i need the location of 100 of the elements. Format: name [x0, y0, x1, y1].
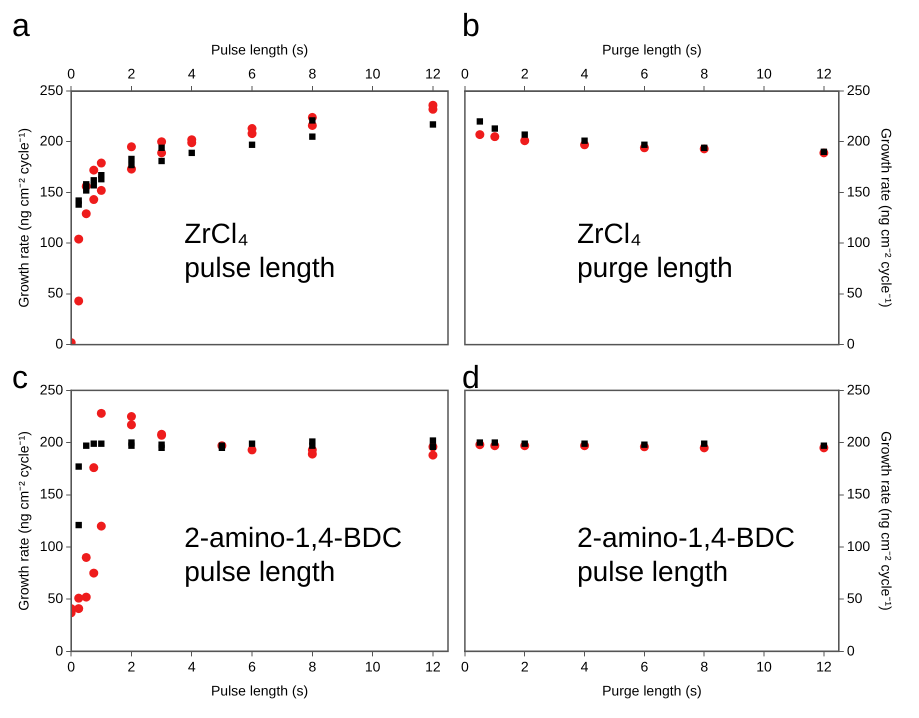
chart-title: a	[12, 7, 30, 44]
x-tick-label: 12	[425, 658, 441, 675]
point	[82, 552, 91, 562]
x-tick-label: 0	[460, 658, 469, 675]
y-tick-label: 0	[55, 642, 64, 658]
point	[96, 158, 106, 168]
point	[89, 166, 98, 175]
y-axis-title: Growth rate (ng cm⁻² cycle⁻¹)	[878, 431, 895, 611]
point	[492, 125, 498, 132]
point	[475, 130, 484, 140]
chart-title: b	[462, 7, 480, 44]
point	[126, 412, 136, 421]
annotation: ZrCl₄ pulse length	[184, 218, 336, 284]
y-tick-label: 200	[846, 132, 870, 149]
point	[74, 296, 84, 306]
y-tick-label: 200	[40, 132, 64, 149]
x-tick-label: 6	[248, 658, 256, 675]
point	[82, 209, 91, 218]
annotation: 2-amino-1,4-BDC pulse length	[577, 522, 795, 587]
x-tick-label: 10	[756, 65, 772, 82]
point	[82, 592, 91, 602]
point	[248, 440, 256, 447]
y-tick-label: 0	[55, 335, 64, 352]
point	[76, 463, 82, 470]
point	[430, 437, 436, 444]
point	[158, 158, 165, 164]
y-tick-label: 250	[846, 381, 870, 398]
y-tick-label: 100	[846, 234, 870, 250]
point	[581, 138, 588, 144]
x-tick-label: 4	[188, 658, 196, 675]
x-tick-label: 12	[816, 65, 832, 82]
y-tick-label: 0	[846, 642, 855, 658]
point	[83, 442, 90, 449]
x-tick-label: 10	[756, 658, 772, 675]
x-tick-label: 4	[580, 65, 589, 82]
x-tick-label: 0	[460, 65, 469, 82]
y-tick-label: 250	[40, 82, 64, 98]
point	[158, 144, 165, 151]
point	[76, 522, 82, 528]
point	[430, 121, 436, 128]
y-tick-label: 200	[846, 433, 870, 450]
x-tick-label: 2	[520, 65, 529, 82]
x-tick-label: 2	[128, 65, 136, 82]
x-tick-label: 2	[520, 658, 529, 675]
x-tick-label: 12	[425, 65, 441, 82]
y-tick-label: 150	[40, 183, 64, 200]
point	[98, 172, 104, 178]
x-tick-label: 10	[364, 658, 381, 675]
point	[96, 408, 106, 418]
y-tick-label: 50	[48, 590, 64, 606]
point	[128, 442, 135, 449]
y-axis-title: Growth rate (ng cm⁻² cycle⁻¹)	[15, 431, 32, 611]
y-tick-label: 50	[846, 284, 863, 301]
chart-title: c	[12, 359, 28, 396]
point	[309, 117, 316, 124]
x-axis-title: Pulse length (s)	[210, 42, 308, 58]
point	[74, 604, 84, 614]
point	[96, 186, 106, 195]
y-tick-label: 200	[40, 433, 64, 450]
y-tick-label: 100	[40, 234, 64, 250]
x-tick-label: 0	[67, 658, 76, 675]
y-tick-label: 250	[40, 381, 64, 398]
point	[428, 450, 438, 460]
y-axis-title: Growth rate (ng cm⁻² cycle⁻¹)	[15, 128, 32, 308]
x-tick-label: 8	[308, 65, 316, 82]
x-tick-label: 8	[308, 658, 316, 675]
point	[126, 420, 136, 430]
point	[90, 177, 97, 184]
y-axis-title: Growth rate (ng cm⁻² cycle⁻¹)	[878, 128, 895, 308]
x-axis-title: Pulse length (s)	[210, 682, 308, 698]
y-tick-label: 150	[846, 183, 870, 200]
y-tick-label: 50	[846, 590, 863, 606]
point	[96, 522, 106, 531]
point	[83, 187, 90, 194]
point	[83, 181, 90, 188]
x-tick-label: 10	[364, 65, 381, 82]
point	[76, 201, 82, 208]
point	[476, 118, 484, 125]
x-tick-label: 6	[640, 65, 648, 82]
x-tick-label: 8	[700, 658, 708, 675]
y-tick-label: 100	[40, 538, 64, 554]
x-tick-label: 12	[816, 658, 832, 675]
x-tick-label: 2	[128, 658, 136, 675]
point	[74, 234, 84, 244]
point	[98, 440, 104, 447]
x-tick-label: 4	[188, 65, 196, 82]
x-tick-label: 6	[248, 65, 256, 82]
y-tick-label: 250	[846, 82, 870, 98]
y-tick-label: 100	[846, 538, 870, 554]
point	[89, 463, 98, 472]
point	[701, 144, 708, 151]
point	[89, 195, 98, 204]
chart-title: d	[462, 359, 480, 396]
x-tick-label: 8	[700, 65, 708, 82]
point	[309, 133, 316, 140]
point	[641, 142, 648, 148]
point	[188, 150, 195, 156]
point	[158, 444, 165, 451]
x-axis-title: Purge length (s)	[602, 42, 702, 58]
point	[522, 131, 528, 138]
